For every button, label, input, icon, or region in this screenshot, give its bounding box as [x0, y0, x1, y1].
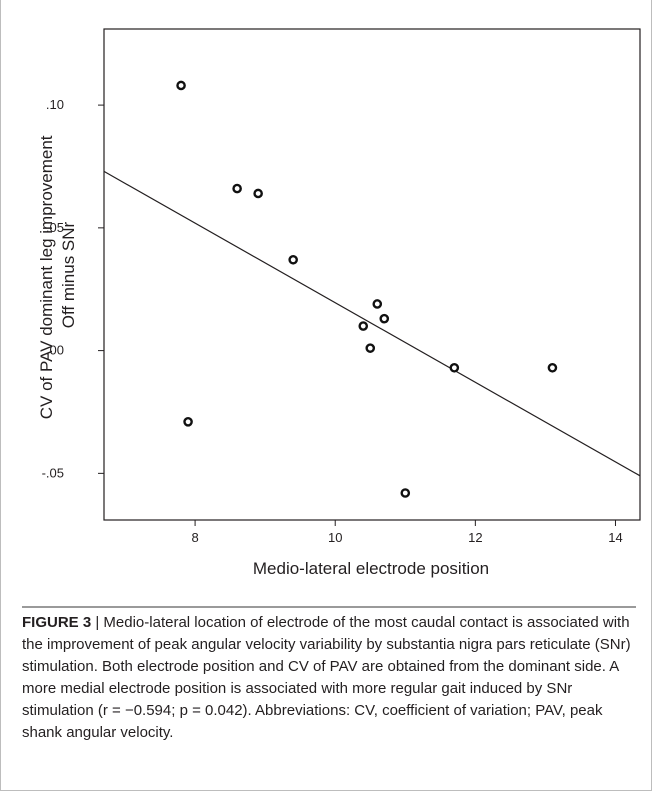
y-axis-title: CV of PAV dominant leg improvement Off m…	[37, 131, 78, 420]
caption-divider	[22, 606, 636, 608]
data-point	[253, 188, 263, 199]
x-tick-label: 14	[608, 530, 622, 545]
data-point	[547, 362, 558, 373]
data-point	[358, 321, 369, 331]
x-axis-title: Medio-lateral electrode position	[253, 559, 489, 578]
data-point	[365, 343, 376, 353]
caption-text: Medio-lateral location of electrode of t…	[22, 614, 631, 741]
data-point	[176, 80, 186, 91]
figure-label: FIGURE 3	[22, 614, 92, 631]
data-point	[372, 299, 383, 309]
data-point	[400, 488, 411, 498]
data-point	[449, 362, 460, 373]
y-axis-title-line-1: CV of PAV dominant leg improvement	[37, 135, 56, 419]
y-axis: -.05 .00 .05 .10	[42, 97, 104, 480]
data-point	[288, 254, 298, 265]
plot-area	[103, 28, 641, 521]
data-point	[379, 313, 390, 324]
x-tick-label: 10	[328, 530, 342, 545]
y-tick-label: .05	[46, 220, 64, 235]
data-point	[232, 183, 242, 194]
figure-caption: FIGURE 3 | Medio-lateral location of ele…	[22, 612, 642, 744]
y-axis-title-line-2: Off minus SNr	[59, 221, 78, 328]
y-tick-label: .10	[46, 97, 64, 112]
regression-line	[103, 170, 641, 477]
scatter-chart: -.05 .00 .05 .10 8 10 12 14 CV of PAV dominant…	[37, 28, 641, 578]
data-point	[183, 416, 193, 427]
caption-separator: |	[91, 614, 104, 631]
y-tick-label: -.05	[42, 465, 64, 480]
x-axis: 8 10 12 14	[191, 520, 623, 545]
data-points	[176, 80, 558, 498]
x-tick-label: 8	[191, 530, 198, 545]
y-tick-label: .00	[46, 343, 64, 358]
x-tick-label: 12	[468, 530, 482, 545]
